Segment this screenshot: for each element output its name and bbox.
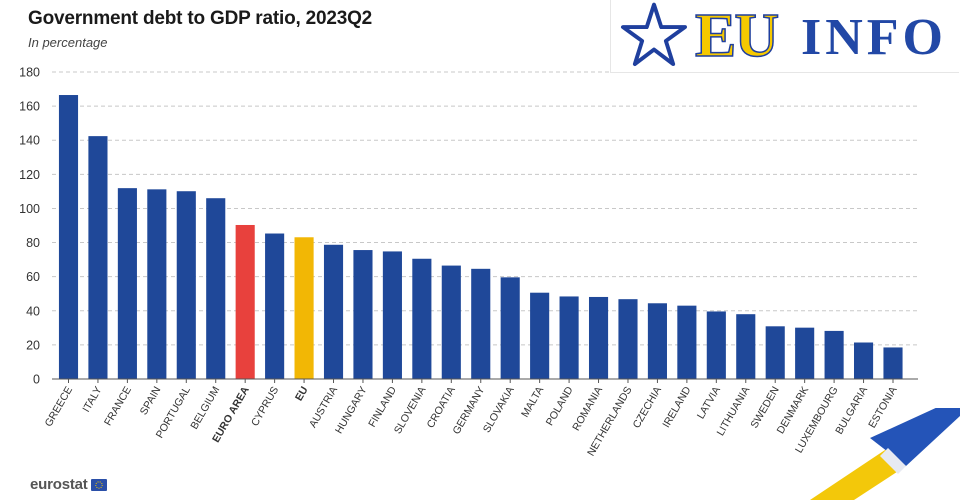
y-tick-label: 0 (33, 373, 40, 387)
x-tick-label: EU (293, 385, 311, 404)
bar-finland (382, 251, 402, 379)
bar-austria (323, 244, 344, 379)
bar-cyprus (265, 233, 285, 379)
bar-czechia (647, 303, 667, 379)
bar-lithuania (736, 314, 756, 379)
bar-eu (294, 237, 314, 379)
bar-belgium (206, 198, 226, 379)
bar-portugal (176, 191, 196, 379)
y-tick-label: 60 (26, 270, 40, 284)
x-tick-label: IRELAND (660, 384, 693, 430)
bar-estonia (883, 347, 903, 379)
bar-spain (147, 189, 167, 379)
bar-sweden (765, 326, 785, 379)
bar-poland (559, 296, 579, 379)
x-tick-label: MALTA (519, 385, 546, 420)
y-tick-label: 100 (19, 202, 40, 216)
bar-bulgaria (853, 342, 874, 379)
x-tick-label: AUSTRIA (307, 385, 340, 430)
bar-luxembourg (824, 330, 844, 379)
x-tick-label: SWEDEN (748, 385, 781, 431)
bar-slovakia (500, 277, 520, 379)
page-title: Government debt to GDP ratio, 2023Q2 (28, 8, 373, 29)
bar-euro-area (235, 224, 255, 379)
bar-netherlands (618, 299, 638, 379)
bar-slovenia (412, 258, 432, 379)
bar-greece (58, 95, 79, 380)
eurostat-label: eurostat (30, 476, 88, 493)
y-tick-label: 140 (19, 134, 40, 148)
y-tick-label: 120 (19, 168, 40, 182)
x-tick-label: SPAIN (138, 385, 164, 418)
eu-flag-icon (90, 478, 107, 491)
star-icon (621, 2, 687, 67)
x-tick-label: FRANCE (102, 385, 134, 428)
bar-croatia (441, 265, 461, 379)
x-tick-label: FINLAND (366, 384, 399, 429)
y-tick-label: 180 (19, 66, 40, 80)
x-tick-label: CROATIA (425, 385, 458, 431)
bar-romania (588, 296, 609, 379)
x-tick-label: POLAND (544, 384, 576, 428)
bar-hungary (353, 250, 373, 379)
bar-latvia (706, 311, 726, 379)
bar-france (117, 188, 137, 379)
y-tick-label: 40 (26, 304, 40, 318)
x-tick-label: ITALY (80, 385, 104, 415)
logo-eu-text: EU (694, 1, 780, 71)
bar-italy (88, 136, 108, 379)
bar-ireland (677, 305, 697, 379)
y-tick-label: 80 (26, 236, 40, 250)
x-tick-label: GREECE (43, 385, 76, 429)
euinfo-logo: EU INFO (610, 0, 959, 73)
bar-denmark (795, 327, 815, 379)
y-tick-label: 20 (26, 338, 40, 352)
y-tick-label: 160 (19, 100, 40, 114)
bar-germany (471, 268, 491, 379)
bar-malta (530, 292, 550, 379)
x-tick-label: CZECHIA (631, 385, 664, 431)
logo-info-text: INFO (801, 9, 947, 66)
x-tick-label: CYPRUS (249, 385, 281, 429)
corner-decoration (810, 408, 960, 500)
chart-subtitle: In percentage (28, 35, 108, 50)
eurostat-brand: eurostat (30, 476, 107, 493)
x-tick-label: LATVIA (695, 385, 723, 422)
